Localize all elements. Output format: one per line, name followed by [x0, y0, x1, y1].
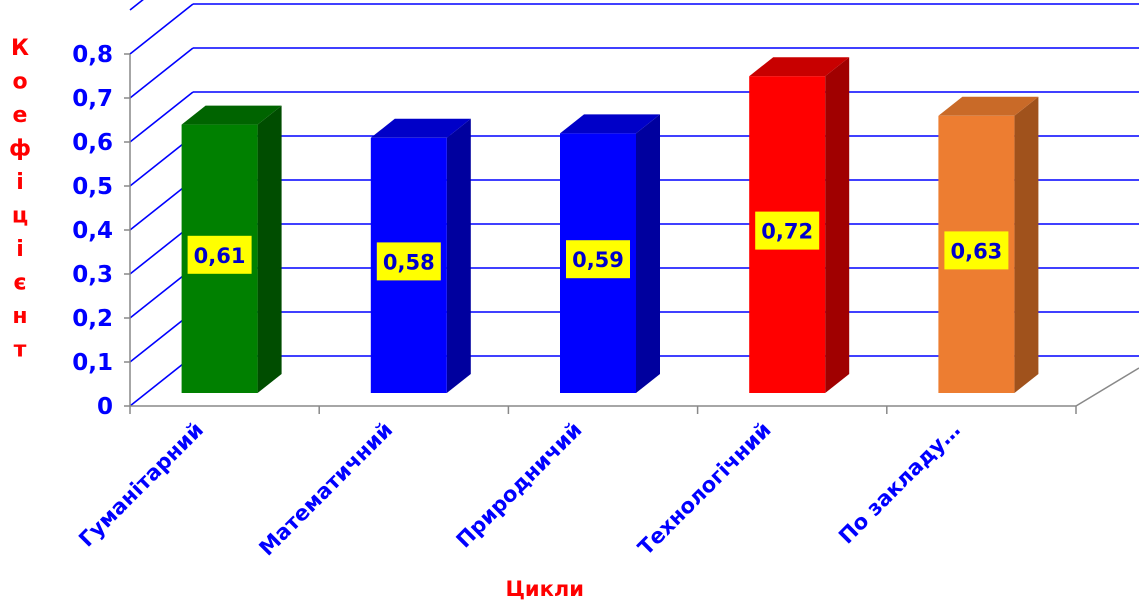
data-label-box: [566, 240, 630, 279]
y-axis-title-letter: і: [16, 170, 24, 195]
gridline-side-8: [129, 3, 194, 55]
bar-top-face: [938, 96, 1039, 116]
data-label-box: [187, 235, 252, 274]
y-tick-label: 0,6: [72, 130, 113, 156]
y-tick-labels-layer: 0 0,1 0,2 0,3 0,4 0,5 0,6 0,7 0,8: [72, 42, 113, 420]
y-axis-title-letter: і: [16, 237, 24, 262]
bar-side-face: [636, 114, 660, 394]
y-tick-label: 0,2: [72, 306, 113, 332]
data-label-box: [755, 211, 820, 250]
y-axis-title-letter: ц: [12, 204, 28, 229]
x-tick-label: Математичний: [254, 418, 397, 561]
bar-side-face: [257, 105, 282, 393]
y-tick-label: 0,7: [72, 86, 113, 112]
y-tick-label: 0,8: [72, 42, 113, 68]
x-axis-title: Цикли: [505, 577, 584, 601]
data-label: 0,58: [383, 250, 435, 274]
x-tick-labels-layer: Гуманітарний Математичний Природничий Техно…: [74, 418, 965, 561]
y-axis-title-letter: К: [11, 36, 29, 61]
data-label: 0,59: [572, 248, 624, 272]
x-tick-label: По закладу…: [834, 418, 965, 549]
y-tick-label: 0,3: [72, 262, 113, 288]
y-axis-title-letter: ф: [9, 137, 31, 162]
gridline-side-6: [129, 91, 194, 143]
data-labels-layer: 0,61 0,58 0,59 0,72 0,63: [187, 211, 1009, 281]
data-label-box: [376, 242, 441, 281]
data-label: 0,61: [194, 244, 246, 268]
y-tick-label: 0,5: [72, 174, 113, 200]
gridline-side-extra: [129, 0, 144, 11]
gridline-side-7: [129, 47, 194, 99]
floor-right-edge: [1075, 367, 1139, 407]
data-label: 0,72: [761, 220, 813, 244]
bar-top-face: [560, 114, 660, 134]
x-tick-label: Природничий: [452, 418, 587, 553]
bar-top-face: [370, 118, 471, 138]
data-label-box: [944, 231, 1009, 270]
bar-top-face: [749, 57, 850, 77]
bar-side-face: [1014, 96, 1039, 394]
x-tick-label: Технологічний: [633, 418, 775, 560]
y-tick-label: 0,4: [72, 218, 113, 244]
x-tick-label: Гуманітарний: [74, 418, 208, 552]
bar-side-face: [446, 118, 471, 394]
data-label: 0,63: [950, 239, 1002, 263]
y-axis-title-letter: о: [12, 70, 27, 95]
y-axis-title-letter: н: [12, 304, 27, 329]
bar-top-face: [181, 105, 282, 125]
y-axis-title-letter: т: [14, 338, 27, 363]
y-tick-label: 0: [97, 394, 113, 420]
bar-side-face: [825, 57, 850, 393]
y-axis-title-letter: є: [13, 271, 26, 296]
y-tick-label: 0,1: [72, 350, 113, 376]
bars-layer: [181, 57, 1039, 394]
y-axis-title-letter: е: [13, 103, 28, 128]
